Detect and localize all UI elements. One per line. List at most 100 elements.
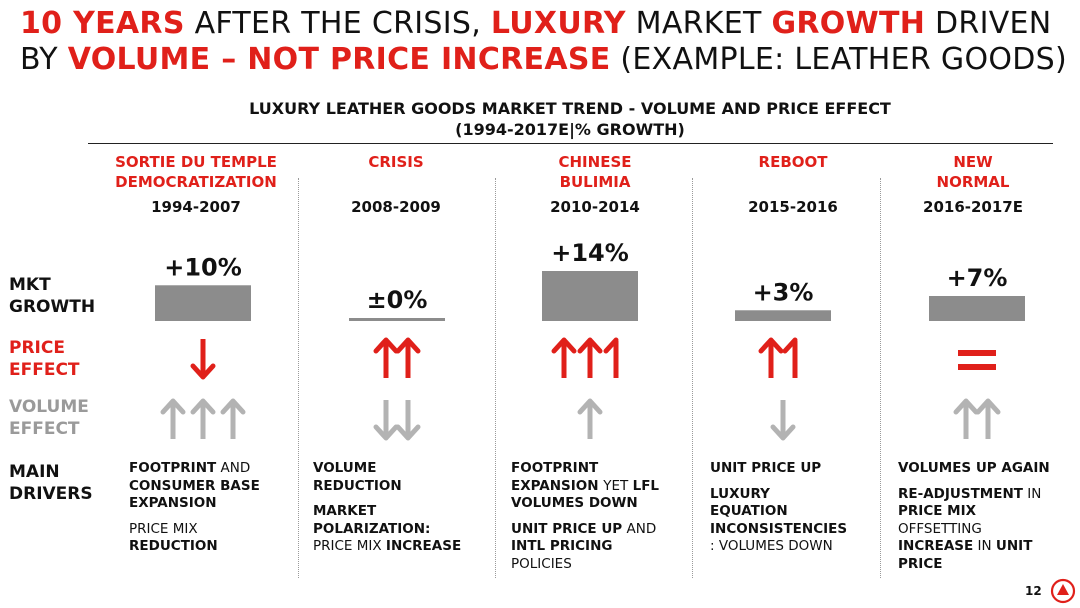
phase-name: CHINESE BULIMIA — [496, 152, 694, 192]
row-label-mkt-growth: MKT GROWTH — [9, 274, 95, 318]
arrow-up-icon — [373, 337, 399, 378]
phase-header: NEW NORMAL 2016-2017E — [874, 152, 1072, 216]
title-text: (EXAMPLE: LEATHER GOODS) — [610, 42, 1068, 77]
driver-text-bold: EXPANSION — [129, 495, 217, 511]
title-text: BY — [20, 42, 68, 77]
driver-paragraph: MARKET POLARIZATION: PRICE MIX INCREASE — [313, 503, 493, 556]
driver-paragraph: VOLUME REDUCTION — [313, 460, 493, 495]
phase-name-line: BULIMIA — [559, 173, 631, 191]
arrow-up-icon — [975, 398, 1001, 439]
row-label-line: GROWTH — [9, 297, 96, 317]
phase-name-line: DEMOCRATIZATION — [115, 173, 277, 191]
phase-name-line: SORTIE DU TEMPLE — [115, 153, 277, 171]
driver-text-bold: POLARIZATION: — [313, 520, 431, 537]
phase-years: 2016-2017E — [923, 198, 1023, 216]
title-text: AFTER THE CRISIS, — [184, 6, 491, 41]
driver-text-bold: INCREASE — [385, 538, 462, 554]
driver-text-bold: EXPANSION — [511, 477, 604, 494]
driver-text: IN — [973, 538, 996, 554]
title-highlight: VOLUME – NOT PRICE INCREASE — [67, 42, 611, 77]
header-divider — [88, 143, 1053, 144]
arrow-up-icon — [758, 337, 784, 378]
driver-paragraph: RE-ADJUSTMENT IN PRICE MIX OFFSETTING INCRE… — [898, 486, 1078, 574]
arrow-up-icon — [160, 398, 186, 439]
driver-block: VOLUME REDUCTION MARKET POLARIZATION: PRICE … — [313, 460, 493, 564]
equal-bar — [958, 364, 996, 370]
phase-name: NEW NORMAL — [874, 152, 1072, 192]
driver-paragraph: UNIT PRICE UP — [710, 460, 890, 478]
row-label-line: MAIN — [9, 462, 60, 482]
row-label-line: EFFECT — [9, 360, 80, 380]
driver-text-bold: INTL PRICING — [511, 538, 613, 554]
driver-text-bold: REDUCTION — [313, 477, 402, 494]
column-separator — [692, 178, 693, 578]
driver-text-bold: VOLUME — [313, 460, 377, 476]
driver-text: POLICIES — [511, 555, 572, 572]
phase-header: SORTIE DU TEMPLE DEMOCRATIZATION 1994-20… — [97, 152, 295, 216]
driver-text-bold: VOLUMES DOWN — [511, 495, 638, 511]
slide-title: 10 YEARS AFTER THE CRISIS, LUXURY MARKET… — [20, 6, 1070, 78]
arrow-down-icon — [190, 339, 216, 380]
arrow-head — [395, 337, 421, 354]
phase-name-line: REBOOT — [758, 153, 828, 171]
phase-years: 2010-2014 — [550, 198, 640, 216]
arrow-up-icon — [953, 398, 979, 439]
phase-name-line: NEW — [953, 153, 993, 171]
driver-text-bold: LFL — [632, 477, 660, 494]
driver-block: FOOTPRINT EXPANSION YET LFL VOLUMES DOWN UN… — [511, 460, 691, 581]
arrow-head — [373, 337, 399, 354]
driver-text: IN — [1022, 485, 1042, 502]
driver-paragraph: UNIT PRICE UP AND INTL PRICING POLICIES — [511, 521, 691, 574]
phase-header: REBOOT 2015-2016 — [694, 152, 892, 216]
driver-text: YET — [603, 477, 633, 494]
equal-bar — [958, 350, 996, 356]
chart-subtitle-line: (1994-2017E|% GROWTH) — [455, 120, 685, 139]
driver-text: : VOLUMES DOWN — [710, 538, 833, 554]
arrow-head — [953, 398, 979, 415]
equal-icon — [958, 350, 996, 370]
chart-title: LUXURY LEATHER GOODS MARKET TREND - VOLU… — [80, 98, 1060, 140]
half-arrow-up-icon — [603, 337, 619, 378]
phase-name-line: CRISIS — [368, 153, 424, 171]
arrow-up-icon — [577, 337, 603, 378]
growth-bar — [349, 318, 445, 321]
arrow-up-icon — [190, 398, 216, 439]
growth-value-label: +10% — [164, 253, 242, 281]
row-label-line: PRICE — [9, 338, 65, 358]
driver-text-bold: CONSUMER BASE — [129, 477, 260, 494]
arrow-head — [577, 337, 603, 354]
phase-years: 2008-2009 — [351, 198, 441, 216]
row-label-line: EFFECT — [9, 419, 80, 439]
arrow-down-icon — [770, 400, 796, 441]
phase-name-line: CHINESE — [558, 153, 632, 171]
driver-text-bold: UNIT PRICE UP — [710, 460, 822, 476]
growth-bar — [735, 310, 831, 321]
arrow-head — [373, 424, 399, 441]
driver-text-bold: INCREASE — [898, 538, 974, 554]
driver-text-bold: EQUATION — [710, 503, 788, 519]
row-label-line: MKT — [9, 275, 51, 295]
half-arrow-up-icon — [782, 337, 798, 378]
arrow-up-icon — [395, 337, 421, 378]
phase-name: CRISIS — [297, 152, 495, 192]
driver-paragraph: FOOTPRINT EXPANSION YET LFL VOLUMES DOWN — [511, 460, 691, 513]
arrow-head — [758, 337, 784, 354]
driver-text: PRICE MIX — [313, 538, 386, 554]
driver-paragraph: FOOTPRINT AND CONSUMER BASE EXPANSION — [129, 460, 309, 513]
driver-text: PRICE MIX — [129, 520, 198, 537]
phase-name: REBOOT — [694, 152, 892, 192]
driver-text-bold: PRICE — [898, 555, 943, 572]
driver-text-bold: MARKET — [313, 503, 377, 519]
growth-value-label: +14% — [551, 239, 629, 267]
driver-text-bold: FOOTPRINT — [511, 460, 599, 476]
driver-text-bold: FOOTPRINT — [129, 460, 217, 476]
driver-text-bold: VOLUMES UP AGAIN — [898, 460, 1050, 476]
driver-text: OFFSETTING — [898, 520, 982, 537]
column-separator — [298, 178, 299, 578]
arrow-head — [603, 337, 619, 354]
arrow-head — [770, 424, 796, 441]
title-text: MARKET — [625, 6, 772, 41]
title-highlight: GROWTH — [771, 6, 926, 41]
driver-text-bold: UNIT PRICE UP — [511, 520, 623, 537]
growth-bar — [542, 271, 638, 321]
